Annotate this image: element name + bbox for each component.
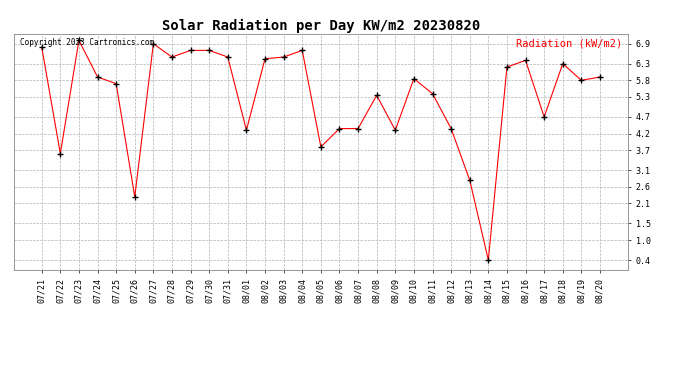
Text: Copyright 2023 Cartronics.com: Copyright 2023 Cartronics.com <box>20 39 154 48</box>
Title: Solar Radiation per Day KW/m2 20230820: Solar Radiation per Day KW/m2 20230820 <box>161 18 480 33</box>
Text: Radiation (kW/m2): Radiation (kW/m2) <box>515 39 622 48</box>
